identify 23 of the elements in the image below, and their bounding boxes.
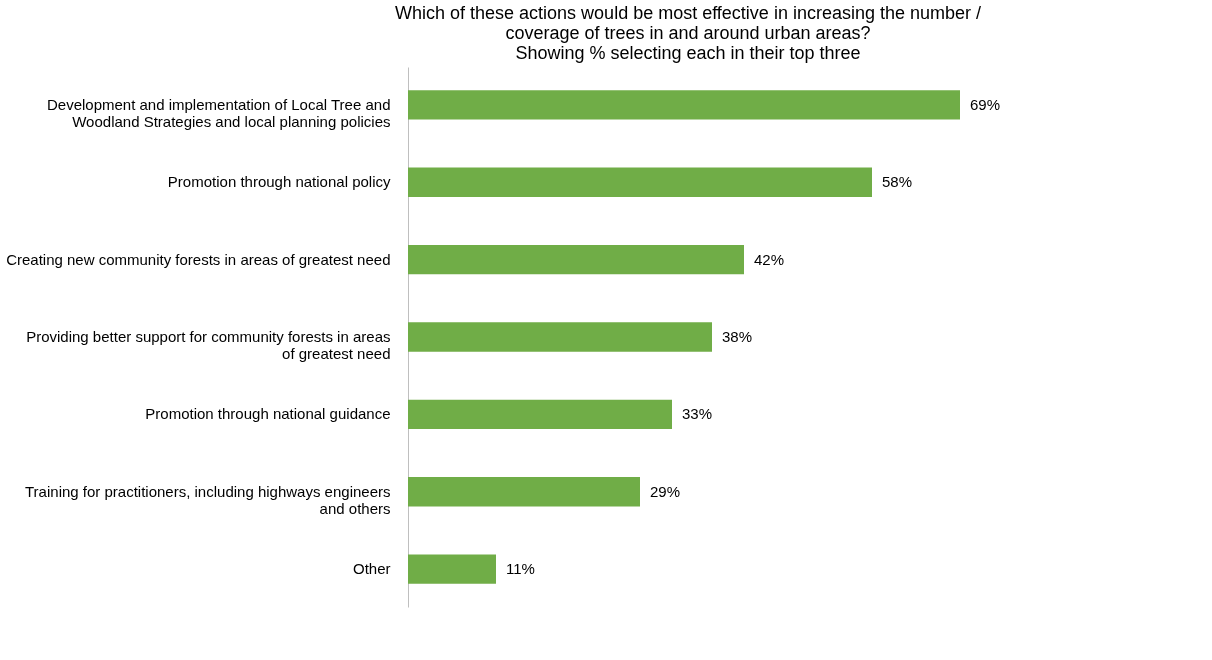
data-label: 69% (970, 95, 1001, 113)
bar (408, 399, 672, 430)
bar (408, 477, 640, 507)
chart-title: Which of these actions would be most effective in increasing the number / coverage of trees in and around urban areas? (395, 3, 981, 43)
y-tick-label: Development and implementation of Local Tree and Woodland Strategies and local planning policies (46, 95, 391, 130)
bar (408, 322, 712, 352)
y-tick-label: Training for practitioners, including highways engineers and others (25, 482, 391, 517)
y-tick-label: Promotion through national guidance (145, 405, 391, 423)
y-tick-label: Other (352, 560, 391, 578)
y-tick-label: Creating new community forests in areas of greatest need (6, 250, 391, 268)
y-tick-label: Providing better support for community forests in areas of greatest need (26, 328, 391, 362)
data-label: 58% (882, 173, 913, 191)
y-tick-label: Promotion through national policy (167, 173, 391, 191)
bar (408, 167, 872, 197)
data-label: 33% (682, 405, 713, 423)
chart-subtitle: Showing % selecting each in their top three (515, 43, 861, 63)
data-label: 11% (506, 560, 535, 578)
bar (408, 554, 496, 584)
bar (408, 244, 744, 275)
data-label: 42% (754, 250, 785, 268)
data-label: 29% (650, 482, 681, 500)
bar (408, 90, 960, 120)
data-label: 38% (722, 328, 753, 345)
